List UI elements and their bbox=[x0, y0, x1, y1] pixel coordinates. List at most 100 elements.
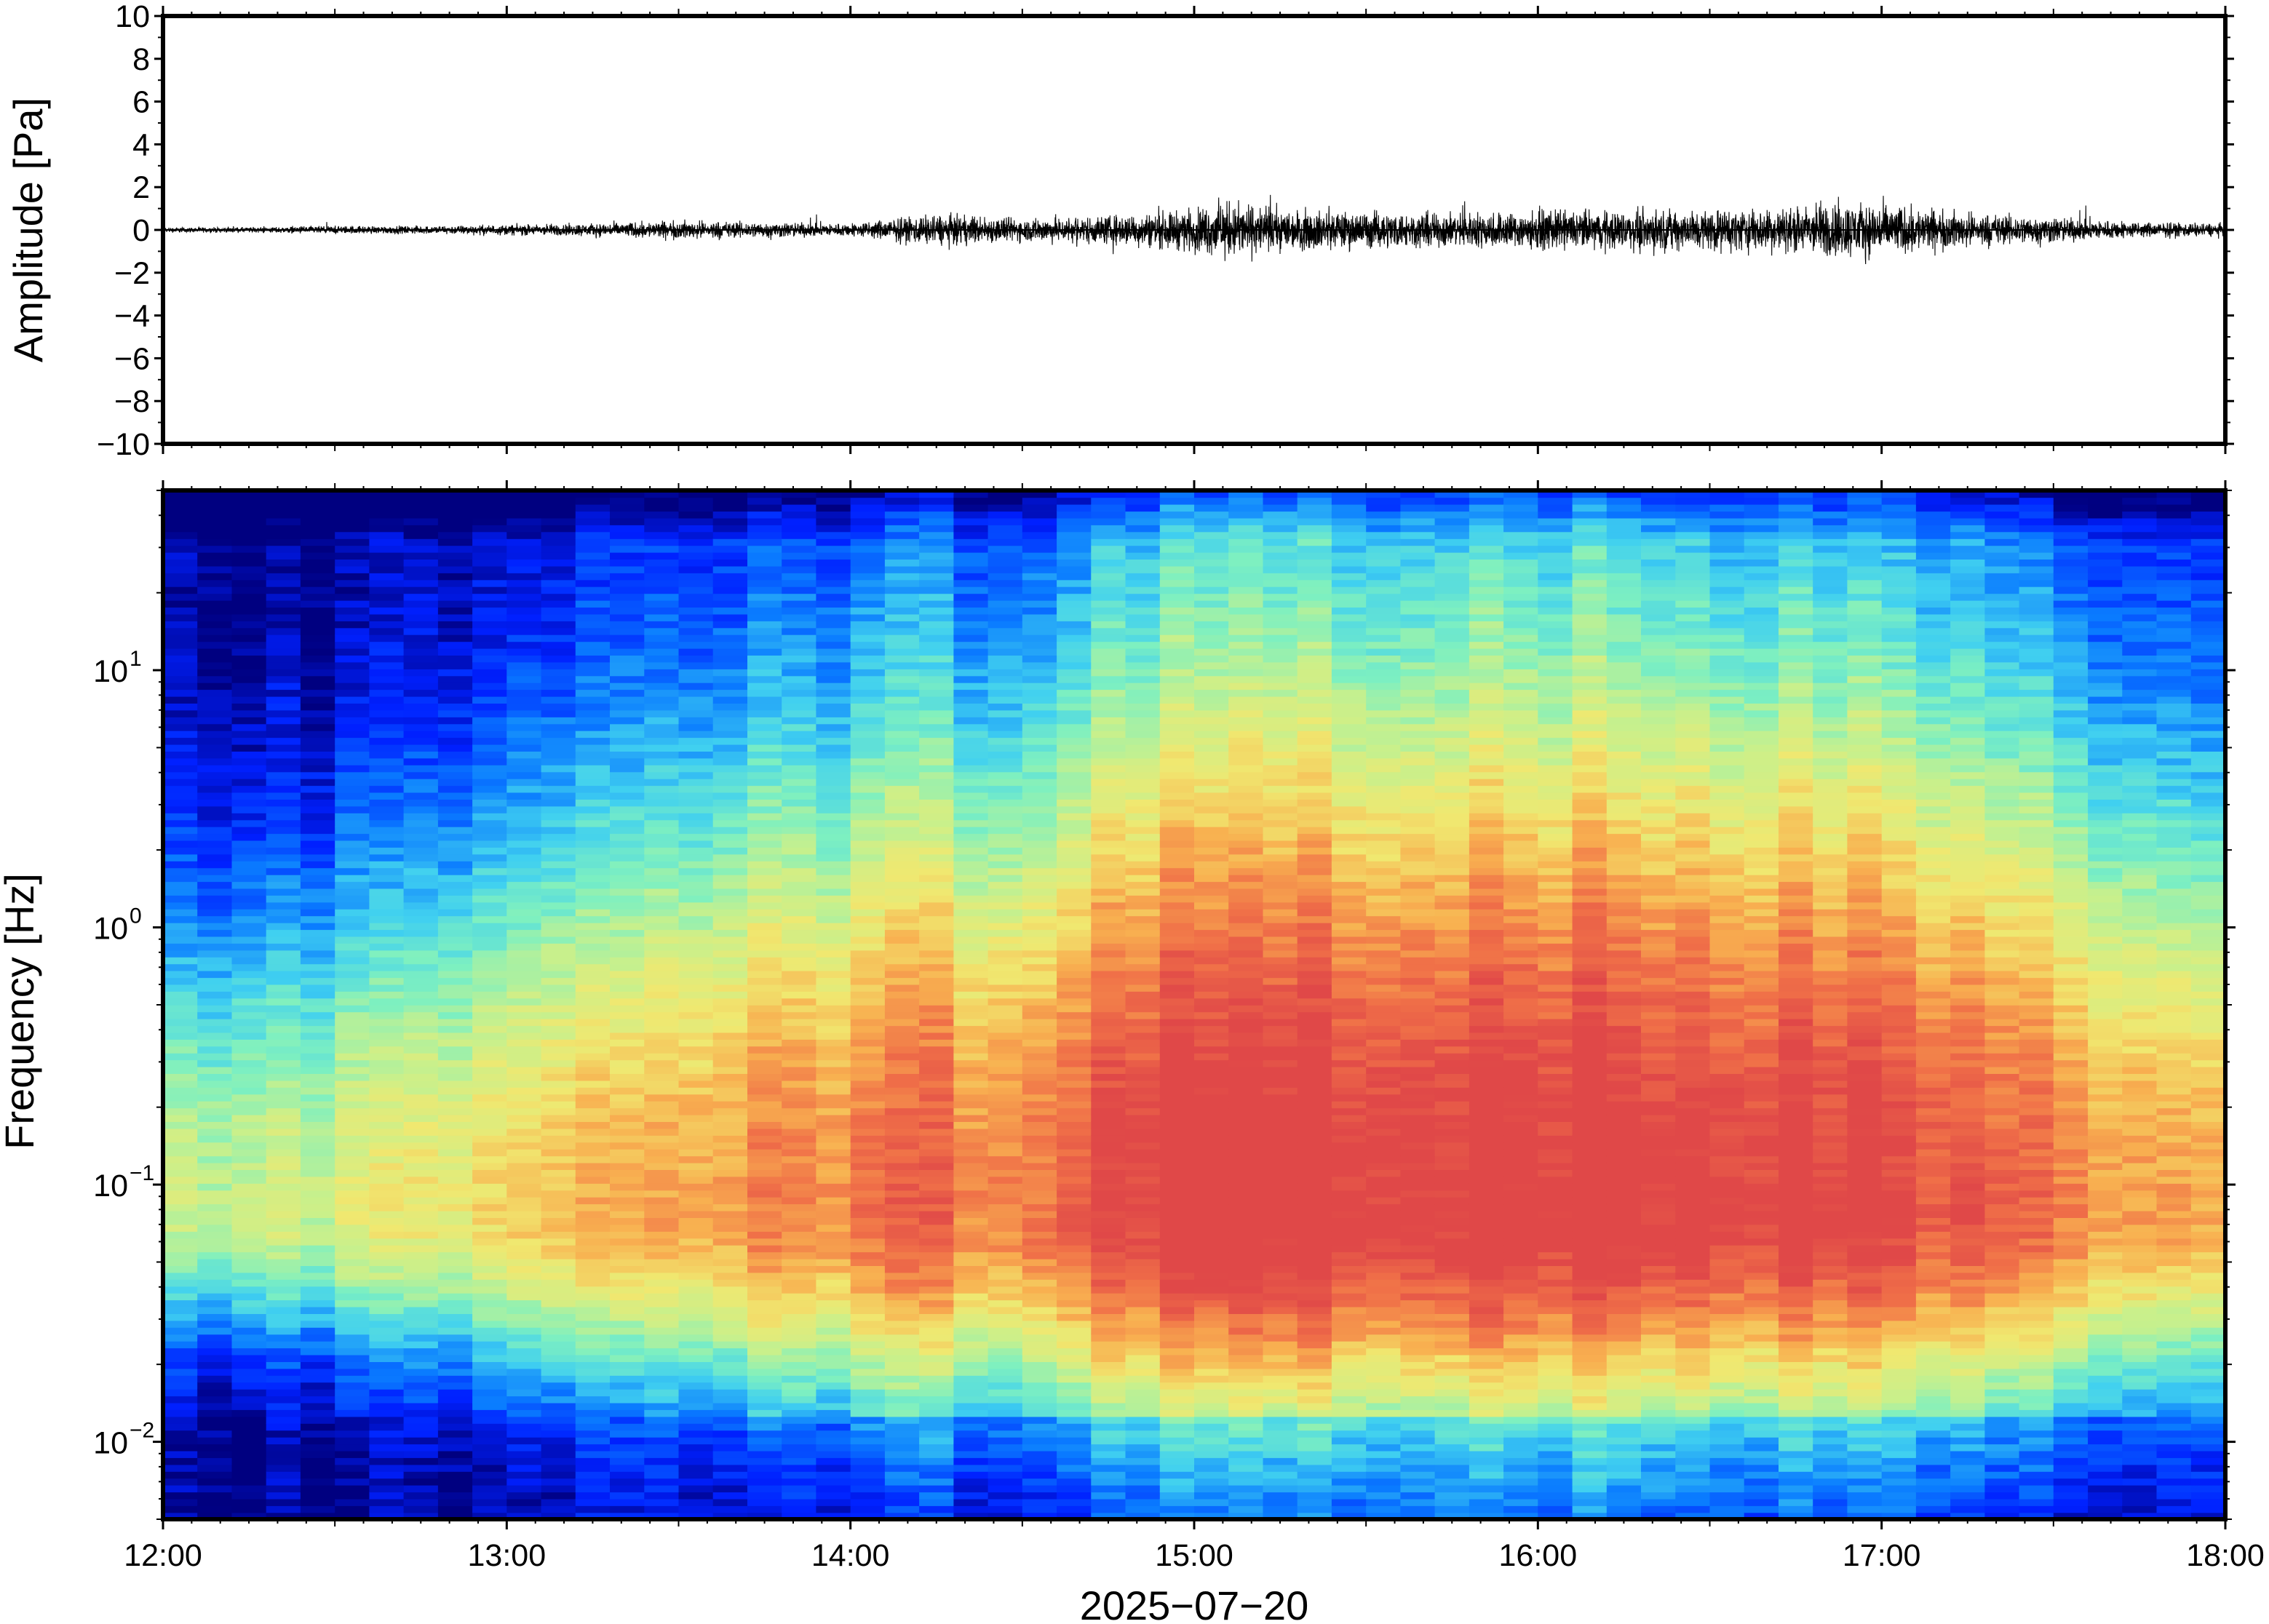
spectrogram-cell bbox=[644, 613, 680, 621]
spectrogram-cell bbox=[1159, 991, 1195, 999]
spectrogram-cell bbox=[1091, 613, 1126, 621]
spectrogram-cell bbox=[610, 503, 645, 512]
spectrogram-cell bbox=[1091, 1348, 1126, 1356]
spectrogram-cell bbox=[369, 1121, 405, 1129]
spectrogram-cell bbox=[644, 1272, 680, 1280]
spectrogram-cell bbox=[1022, 1087, 1057, 1095]
spectrogram-cell bbox=[850, 744, 886, 752]
spectrogram-cell bbox=[437, 1361, 473, 1369]
spectrogram-cell bbox=[1194, 552, 1229, 560]
spectrogram-cell bbox=[575, 525, 611, 533]
spectrogram-cell bbox=[231, 1327, 267, 1335]
spectrogram-cell bbox=[884, 737, 920, 745]
spectrogram-cell bbox=[1022, 778, 1057, 787]
spectrogram-cell bbox=[712, 744, 748, 752]
spectrogram-cell bbox=[266, 1484, 301, 1493]
spectrogram-cell bbox=[335, 1073, 370, 1081]
spectrogram-cell bbox=[163, 1203, 198, 1211]
spectrogram-cell bbox=[163, 1464, 198, 1472]
spectrogram-cell bbox=[1091, 950, 1126, 958]
spectrogram-cell bbox=[644, 874, 680, 883]
spectrogram-cell bbox=[335, 503, 370, 512]
spectrogram-cell bbox=[988, 1128, 1023, 1136]
spectrogram-cell bbox=[610, 1121, 645, 1129]
spectrogram-cell bbox=[678, 771, 714, 779]
spectrogram-cell bbox=[1228, 970, 1264, 979]
spectrogram-cell bbox=[747, 1457, 782, 1465]
spectrogram-cell bbox=[1159, 1224, 1195, 1232]
spectrogram-cell bbox=[163, 881, 198, 889]
spectrogram-cell bbox=[1194, 1382, 1229, 1390]
spectrogram-cell bbox=[231, 1512, 267, 1519]
spectrogram-cell bbox=[231, 607, 267, 615]
spectrogram-cell bbox=[678, 805, 714, 813]
spectrogram-cell bbox=[747, 1354, 782, 1362]
spectrogram-cell bbox=[369, 717, 405, 725]
spectrogram-cell bbox=[747, 1210, 782, 1218]
spectrogram-cell bbox=[1091, 627, 1126, 635]
spectrogram-cell bbox=[610, 1464, 645, 1472]
spectrogram-cell bbox=[575, 1320, 611, 1328]
spectrogram-cell bbox=[1159, 1203, 1195, 1211]
spectrogram-cell bbox=[300, 1025, 335, 1033]
spectrogram-cell bbox=[231, 1238, 267, 1246]
spectrogram-cell bbox=[197, 915, 233, 923]
spectrogram-cell bbox=[231, 538, 267, 546]
spectrogram-cell bbox=[1022, 661, 1057, 669]
spectrogram-cell bbox=[335, 799, 370, 807]
spectrogram-cell bbox=[335, 669, 370, 677]
spectrogram-cell bbox=[712, 833, 748, 841]
spectrogram-cell bbox=[369, 1203, 405, 1211]
spectrogram-cell bbox=[1159, 1032, 1195, 1040]
spectrogram-cell bbox=[541, 867, 576, 875]
spectrogram-cell bbox=[1057, 1313, 1092, 1321]
spectrogram-cell bbox=[231, 503, 267, 512]
spectrogram-cell bbox=[1159, 1039, 1195, 1047]
spectrogram-cell bbox=[197, 1005, 233, 1013]
spectrogram-cell bbox=[953, 957, 989, 965]
spectrogram-cell bbox=[712, 998, 748, 1006]
spectrogram-cell bbox=[575, 1505, 611, 1513]
spectrogram-cell bbox=[472, 517, 508, 525]
spectrogram-cell bbox=[472, 655, 508, 663]
spectrogram-cell bbox=[335, 717, 370, 725]
spectrogram-cell bbox=[300, 1409, 335, 1417]
spectrogram-cell bbox=[988, 1444, 1023, 1452]
spectrogram-cell bbox=[1228, 833, 1264, 841]
spectrogram-cell bbox=[335, 895, 370, 903]
spectrogram-cell bbox=[953, 675, 989, 683]
spectrogram-cell bbox=[231, 888, 267, 896]
spectrogram-cell bbox=[1159, 1142, 1195, 1150]
spectrogram-cell bbox=[1022, 525, 1057, 533]
spectrogram-cell bbox=[610, 1039, 645, 1047]
spectrogram-cell bbox=[266, 1190, 301, 1198]
spectrogram-cell bbox=[816, 970, 851, 979]
spectrogram-cell bbox=[575, 1176, 611, 1184]
spectrogram-cell bbox=[850, 1348, 886, 1356]
spectrogram-cell bbox=[644, 1005, 680, 1013]
spectrogram-cell bbox=[1194, 943, 1229, 951]
spectrogram-cell bbox=[953, 682, 989, 690]
spectrogram-cell bbox=[437, 757, 473, 765]
spectrogram-cell bbox=[953, 943, 989, 951]
spectrogram-cell bbox=[575, 709, 611, 717]
spectrogram-cell bbox=[644, 1299, 680, 1307]
spectrogram-cell bbox=[369, 1279, 405, 1287]
spectrogram-cell bbox=[231, 1505, 267, 1513]
spectrogram-cell bbox=[953, 703, 989, 711]
spectrogram-cell bbox=[610, 1142, 645, 1150]
spectrogram-cell bbox=[1125, 600, 1161, 608]
spectrogram-cell bbox=[1022, 909, 1057, 917]
spectrogram-cell bbox=[266, 1361, 301, 1369]
spectrogram-cell bbox=[163, 1498, 198, 1506]
spectrogram-cell bbox=[575, 586, 611, 594]
spectrogram-cell bbox=[850, 1073, 886, 1081]
spectrogram-cell bbox=[197, 689, 233, 697]
spectrogram-cell bbox=[1125, 1306, 1161, 1314]
spectrogram-cell bbox=[1125, 1169, 1161, 1177]
spectrogram-cell bbox=[369, 607, 405, 615]
spectrogram-cell bbox=[919, 1368, 955, 1376]
spectrogram-cell bbox=[1125, 1478, 1161, 1486]
spectrogram-cell bbox=[231, 867, 267, 875]
spectrogram-cell bbox=[953, 1313, 989, 1321]
